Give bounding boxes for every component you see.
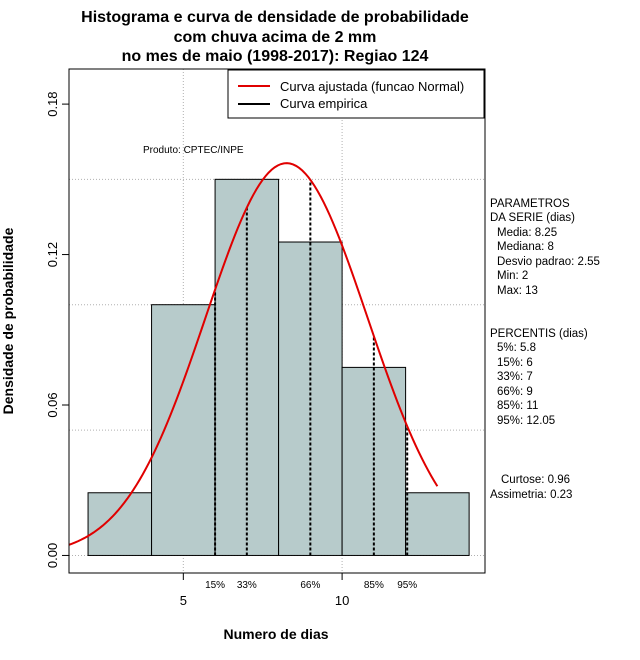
histogram-bar-0 (87, 492, 153, 556)
y-tick-label-3: 0.18 (45, 91, 60, 116)
x-axis-title: Numero de dias (223, 626, 328, 642)
param-min: Min: 2 (497, 270, 528, 282)
axes: 5 10 0.00 0.06 0.12 0.18 (45, 91, 349, 608)
chart-title-line-1: Histograma e curva de densidade de proba… (81, 9, 469, 26)
normal-curve-line (68, 162, 439, 546)
legend-box (227, 69, 485, 119)
param-mediana: Mediana: 8 (497, 241, 554, 253)
plot-frame (68, 68, 486, 574)
parametros-title-line-1: PARAMETROS (490, 198, 570, 210)
stat-curtose: Curtose: 0.96 (501, 474, 570, 486)
chart-title-line-3: no mes de maio (1998-2017): Regiao 124 (122, 48, 429, 65)
param-media: Media: 8.25 (497, 227, 557, 239)
percentil-85: 85%: 11 (497, 400, 538, 412)
histogram-bar-1 (151, 304, 216, 556)
percentile-label-1: 33% (237, 580, 257, 591)
stat-assimetria: Assimetria: 0.23 (490, 489, 572, 501)
percentile-label-2: 66% (300, 580, 320, 591)
legend-label-fitted-curve: Curva ajustada (funcao Normal) (280, 79, 464, 94)
chart-title-line-2: com chuva acima de 2 mm (174, 29, 377, 46)
legend: Curva ajustada (funcao Normal) Curva emp… (227, 69, 485, 119)
percentile-label-4: 95% (397, 580, 417, 591)
param-desvio: Desvio padrao: 2.55 (497, 256, 600, 268)
percentil-95: 95%: 12.05 (497, 415, 555, 427)
side-panel: PARAMETROS DA SERIE (dias) Media: 8.25 M… (490, 198, 600, 501)
x-tick-label-1: 10 (335, 593, 349, 608)
percentil-5: 5%: 5.8 (497, 342, 536, 354)
histogram-bars (87, 178, 470, 556)
legend-label-empirical-curve: Curva empirica (280, 96, 368, 111)
y-axis-title: Densidade de probabilidade (0, 227, 16, 414)
y-tick-label-0: 0.00 (45, 543, 60, 568)
percentil-33: 33%: 7 (497, 371, 533, 383)
percentile-lines: 15% 33% 66% 85% 95% (205, 179, 417, 591)
y-tick-label-2: 0.12 (45, 242, 60, 267)
product-annotation: Produto: CPTEC/INPE (143, 145, 244, 156)
normal-curve-layer (68, 162, 439, 546)
percentil-66: 66%: 9 (497, 386, 533, 398)
x-tick-label-0: 5 (180, 593, 187, 608)
y-tick-label-1: 0.06 (45, 392, 60, 417)
percentis-title: PERCENTIS (dias) (490, 328, 588, 340)
percentile-label-3: 85% (364, 580, 384, 591)
histogram-bar-5 (405, 492, 470, 556)
percentil-15: 15%: 6 (497, 357, 533, 369)
param-max: Max: 13 (497, 285, 538, 297)
parametros-title-line-2: DA SERIE (dias) (490, 212, 575, 224)
percentile-label-0: 15% (205, 580, 225, 591)
